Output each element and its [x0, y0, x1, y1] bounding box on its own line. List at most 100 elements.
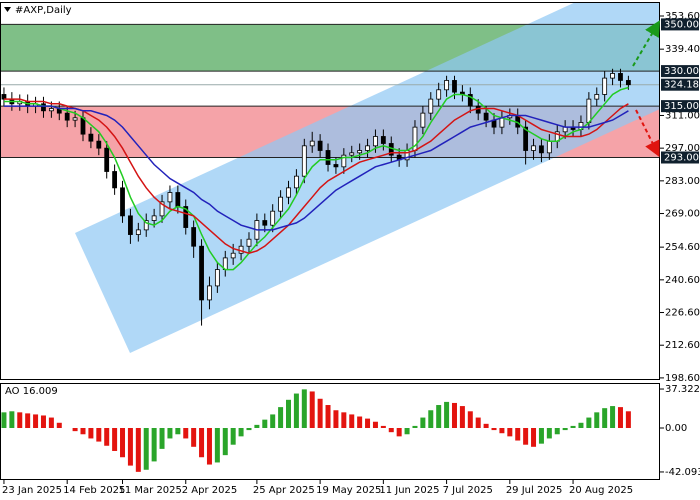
candle-body [317, 140, 323, 151]
candle-body [41, 103, 46, 112]
candle-body [531, 145, 536, 151]
ao-bar [317, 398, 323, 429]
y-tick-label: 311.00 [665, 110, 700, 121]
ao-y-tick-label: 37.322 [665, 384, 700, 395]
ao-bar [412, 425, 418, 429]
ao-bar [467, 411, 473, 429]
candle-body [467, 94, 473, 107]
ao-bar [388, 428, 394, 433]
candle-body [167, 192, 173, 203]
level-label: 330.00 [664, 66, 699, 77]
ao-bar [562, 428, 568, 431]
bull-arrow [632, 20, 661, 67]
ao-frame [0, 383, 660, 480]
ao-bar [507, 428, 513, 437]
y-tick-label: 212.60 [665, 340, 700, 351]
level-label-bg [661, 65, 699, 78]
candle-body [546, 140, 552, 154]
ao-bar [40, 415, 46, 429]
ao-bar [444, 401, 450, 429]
x-tick-label: 20 Aug 2025 [569, 485, 633, 496]
ao-bar [499, 428, 505, 434]
candle-body [112, 171, 118, 189]
ao-bar [309, 391, 315, 429]
ao-bar [404, 428, 410, 435]
ao-bar [278, 407, 284, 429]
ao-y-tick-label: -42.093 [665, 467, 700, 478]
ao-bar [191, 428, 197, 447]
ao-bar [365, 418, 371, 429]
ao-bar [206, 428, 212, 465]
moving-average [4, 105, 629, 231]
candle-body [499, 117, 505, 128]
candle-body [428, 98, 434, 114]
ao-bar [428, 410, 434, 429]
ao-bar [586, 417, 592, 429]
candle-body [625, 80, 631, 86]
ao-bar [254, 424, 260, 429]
candle-body [207, 285, 212, 301]
candle-body [483, 112, 489, 121]
candle-body [452, 80, 457, 93]
ao-bar [349, 414, 355, 429]
ao-bar [380, 425, 386, 429]
y-tick-label: 283.00 [665, 176, 700, 187]
ao-bar [104, 428, 110, 446]
level-label: 350.00 [664, 19, 699, 30]
candle-body [594, 94, 600, 100]
candle-body [80, 117, 86, 135]
candle-body [444, 80, 449, 91]
ao-bar [372, 421, 378, 429]
candle-body [523, 126, 529, 151]
candle-body [420, 112, 426, 128]
ao-bar [357, 416, 363, 429]
ao-bar [9, 411, 15, 429]
y-tick-label: 339.40 [665, 44, 700, 55]
y-tick-label: 297.00 [665, 143, 700, 154]
ao-bar [17, 412, 23, 429]
ao-bar [420, 417, 426, 429]
x-tick-label: 14 Feb 2025 [63, 485, 125, 496]
ao-bar [112, 428, 118, 451]
candle-body [96, 140, 102, 149]
moving-average [4, 86, 629, 271]
ao-bar [554, 428, 560, 435]
level-label-bg [661, 100, 699, 113]
candle-body [230, 252, 236, 259]
ao-bar [199, 428, 205, 458]
ao-bar [127, 428, 133, 466]
ao-bar [491, 428, 497, 431]
ao-bar [33, 414, 39, 429]
candle-body [199, 245, 204, 301]
candle-body [333, 164, 339, 168]
level-label-bg [661, 151, 699, 164]
level-label: 324.18 [664, 80, 699, 91]
ao-bar [483, 423, 489, 429]
chart-title: #AXP,Daily [15, 5, 72, 16]
x-tick-label: 11 Jun 2025 [379, 485, 439, 496]
candle-body [262, 220, 268, 226]
ao-bar [546, 428, 552, 439]
candle-body [135, 229, 141, 235]
candle-body [365, 145, 370, 151]
candle-body [64, 112, 70, 121]
candle-body [357, 150, 363, 154]
candle-body [602, 77, 608, 95]
ao-bar [151, 428, 157, 462]
candle-body [214, 269, 220, 287]
level-label-bg [661, 78, 699, 91]
ao-bar [602, 408, 608, 429]
ao-bar [270, 414, 276, 429]
ao-bar [48, 417, 54, 429]
candle-body [618, 73, 623, 81]
y-tick-label: 353.60 [665, 11, 700, 22]
ao-bar [301, 389, 307, 429]
ao-bar [183, 428, 189, 439]
candle-body [309, 140, 315, 147]
bear-arrow [635, 109, 660, 158]
ao-bar [515, 428, 521, 441]
moving-average [4, 98, 629, 254]
ao-bar [570, 425, 576, 429]
y-tick-label: 254.60 [665, 242, 700, 253]
